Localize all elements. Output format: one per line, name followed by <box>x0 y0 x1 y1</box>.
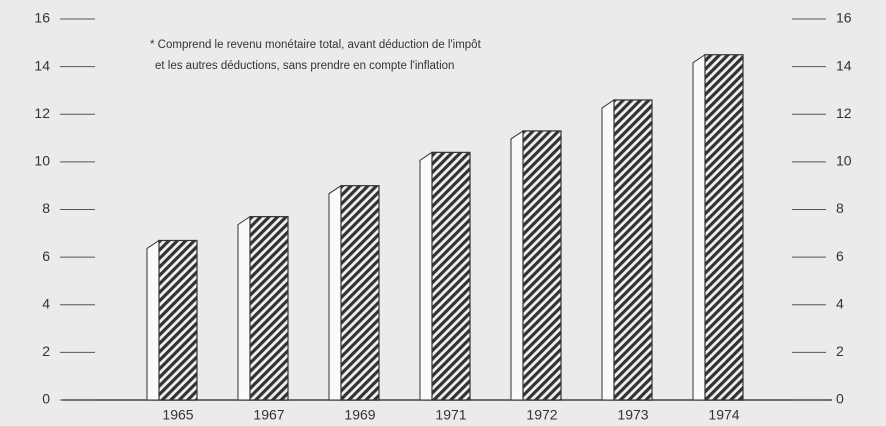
x-tick-label: 1969 <box>344 407 375 423</box>
y2-tick-label: 16 <box>836 10 852 26</box>
y2-tick-label: 12 <box>836 105 852 121</box>
x-tick-label: 1965 <box>162 407 193 423</box>
x-tick-label: 1974 <box>708 407 739 423</box>
bar <box>613 99 653 401</box>
bar-side <box>237 215 251 401</box>
y-tick-label: 12 <box>34 105 50 121</box>
bar <box>249 216 289 401</box>
y2-tick-label: 10 <box>836 153 852 169</box>
y-tick-label: 4 <box>42 295 50 311</box>
y-tick-label: 14 <box>34 57 50 73</box>
x-tick-label: 1972 <box>526 407 557 423</box>
y-tick-label: 0 <box>42 391 50 407</box>
bar-side <box>146 239 160 401</box>
x-tick-label: 1967 <box>253 407 284 423</box>
bar-side <box>419 151 433 401</box>
y2-tick-label: 4 <box>836 295 844 311</box>
bar-side <box>328 184 342 401</box>
bar-side <box>510 129 524 401</box>
y2-tick-label: 0 <box>836 391 844 407</box>
bar <box>158 239 198 401</box>
y2-tick-label: 14 <box>836 57 852 73</box>
bar <box>522 130 562 401</box>
annotation: et les autres déductions, sans prendre e… <box>155 60 454 72</box>
bar-side <box>692 53 706 401</box>
y-tick-label: 10 <box>34 153 50 169</box>
bar <box>340 185 380 401</box>
bar <box>431 151 471 401</box>
annotation: * Comprend le revenu monétaire total, av… <box>150 39 482 51</box>
y-tick-label: 2 <box>42 343 50 359</box>
y2-tick-label: 6 <box>836 248 844 264</box>
y2-tick-label: 8 <box>836 200 844 216</box>
y-tick-label: 6 <box>42 248 50 264</box>
y-tick-label: 8 <box>42 200 50 216</box>
y2-tick-label: 2 <box>836 343 844 359</box>
x-tick-label: 1973 <box>617 407 648 423</box>
bar-side <box>601 99 615 401</box>
bar <box>704 54 744 401</box>
y-tick-label: 16 <box>34 10 50 26</box>
x-tick-label: 1971 <box>435 407 466 423</box>
